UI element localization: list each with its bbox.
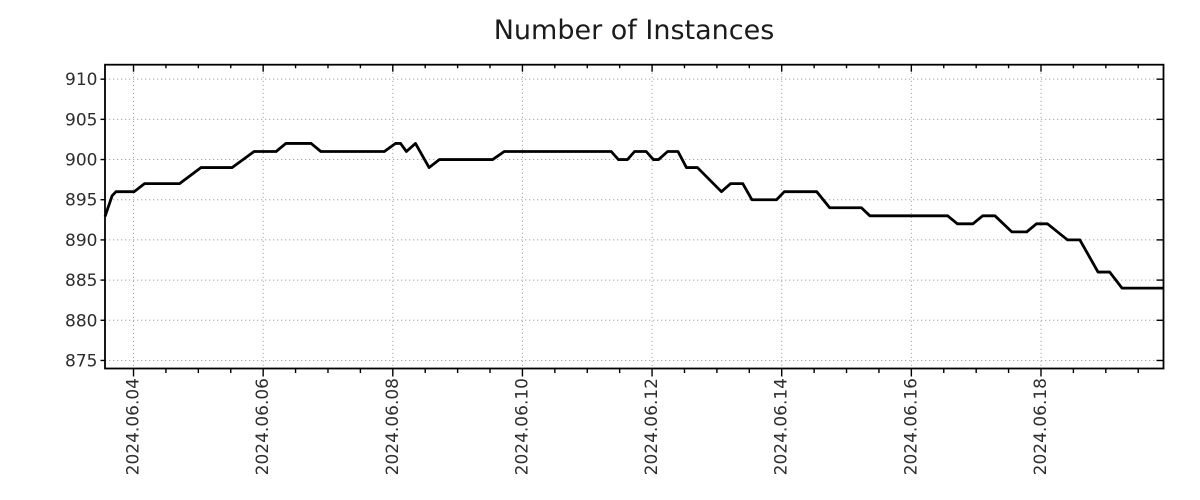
y-tick-label: 900 bbox=[65, 151, 97, 171]
x-tick-label: 2024.06.18 bbox=[1031, 378, 1051, 475]
y-tick-label: 885 bbox=[65, 271, 97, 291]
x-tick-label: 2024.06.14 bbox=[772, 378, 792, 475]
y-tick-label: 875 bbox=[65, 351, 97, 371]
y-tick-label: 905 bbox=[65, 110, 97, 130]
y-tick-label: 880 bbox=[65, 311, 97, 331]
x-tick-label: 2024.06.08 bbox=[383, 378, 403, 475]
y-tick-label: 910 bbox=[65, 70, 97, 90]
x-tick-label: 2024.06.04 bbox=[124, 378, 144, 475]
axis-ticks bbox=[100, 64, 1164, 377]
x-tick-label: 2024.06.06 bbox=[253, 378, 273, 475]
plot-border bbox=[104, 63, 1165, 370]
series-line-instances bbox=[103, 142, 1164, 290]
gridlines bbox=[105, 64, 1164, 369]
x-tick-label: 2024.06.12 bbox=[642, 378, 662, 475]
x-tick-label: 2024.06.10 bbox=[512, 378, 532, 475]
x-tick-label: 2024.06.16 bbox=[901, 378, 921, 475]
y-tick-label: 895 bbox=[65, 191, 97, 211]
chart-title: Number of Instances bbox=[494, 15, 775, 46]
y-tick-label: 890 bbox=[65, 231, 97, 251]
y-axis-tick-labels: 875 880 885 890 895 900 905 910 bbox=[65, 70, 97, 371]
x-axis-tick-labels: 2024.06.04 2024.06.06 2024.06.08 2024.06.10… bbox=[124, 378, 1051, 475]
